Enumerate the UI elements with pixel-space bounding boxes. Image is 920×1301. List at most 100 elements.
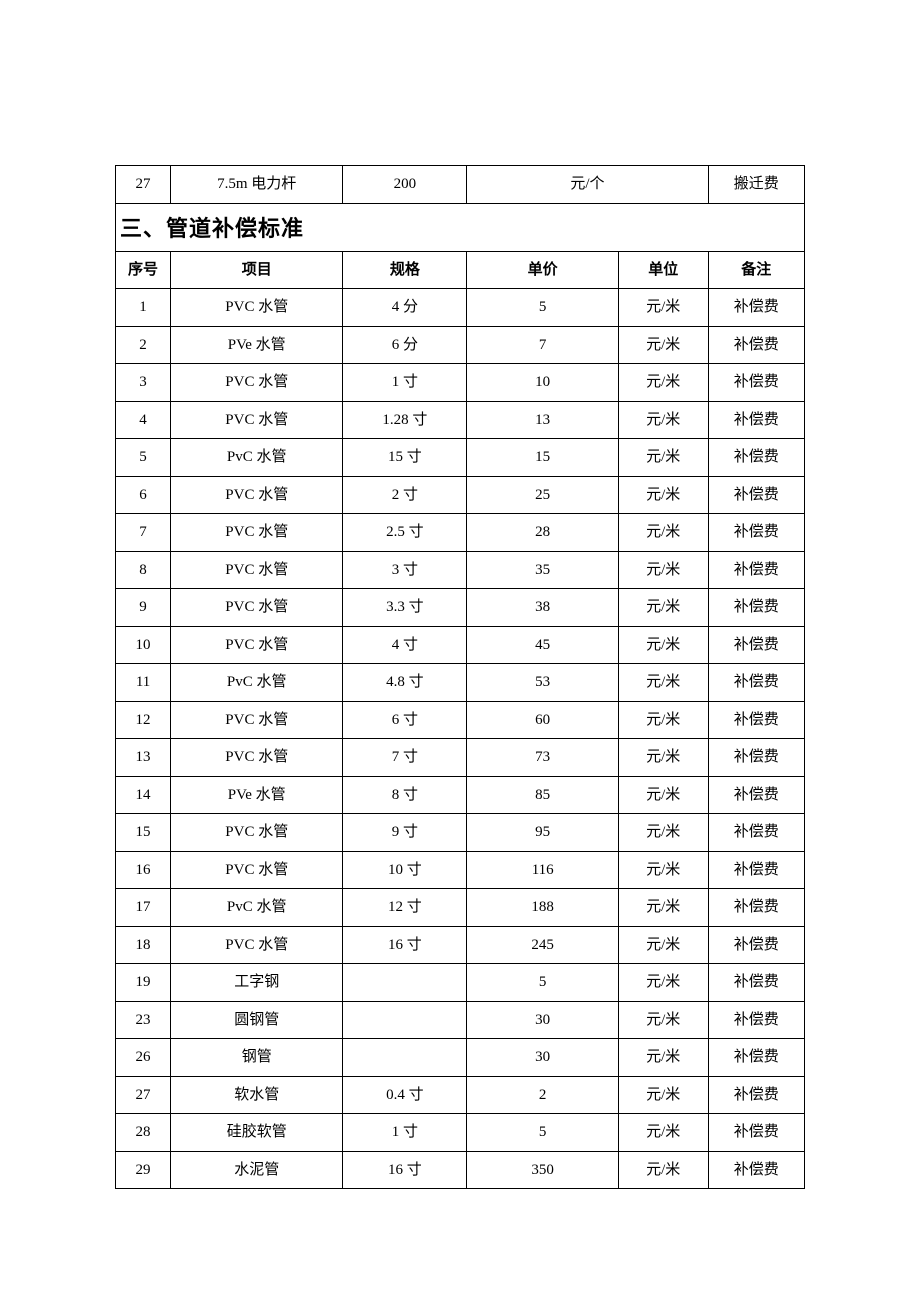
cell-spec: 200: [343, 166, 467, 204]
cell-note: 补偿费: [708, 1076, 804, 1114]
cell-item: PVC 水管: [171, 289, 343, 327]
cell-price: 35: [467, 551, 619, 589]
cell-spec: 1 寸: [343, 1114, 467, 1152]
cell-item: PVC 水管: [171, 739, 343, 777]
cell-price: 10: [467, 364, 619, 402]
cell-note: 补偿费: [708, 851, 804, 889]
section3-title-row: 三、管道补偿标准: [116, 203, 805, 251]
cell-item: PVC 水管: [171, 626, 343, 664]
cell-seq: 7: [116, 514, 171, 552]
table-row: 18PVC 水管16 寸245元/米补偿费: [116, 926, 805, 964]
cell-item: PVC 水管: [171, 851, 343, 889]
cell-unit: 元/米: [618, 664, 708, 702]
cell-spec: 16 寸: [343, 1151, 467, 1189]
cell-seq: 16: [116, 851, 171, 889]
cell-spec: 16 寸: [343, 926, 467, 964]
cell-spec: 4 寸: [343, 626, 467, 664]
table-row: 8PVC 水管3 寸35元/米补偿费: [116, 551, 805, 589]
cell-seq: 27: [116, 1076, 171, 1114]
cell-unit: 元/米: [618, 701, 708, 739]
cell-seq: 12: [116, 701, 171, 739]
cell-item: 7.5m 电力杆: [171, 166, 343, 204]
table-row: 26钢管 30元/米补偿费: [116, 1039, 805, 1077]
cell-note: 补偿费: [708, 739, 804, 777]
cell-note: 补偿费: [708, 964, 804, 1002]
cell-unit: 元/米: [618, 326, 708, 364]
table-row: 5PvC 水管15 寸15元/米补偿费: [116, 439, 805, 477]
cell-item: PVe 水管: [171, 776, 343, 814]
cell-seq: 23: [116, 1001, 171, 1039]
cell-unit: 元/米: [618, 1076, 708, 1114]
section3-body: 1PVC 水管4 分5元/米补偿费2PVe 水管6 分7元/米补偿费3PVC 水…: [116, 289, 805, 1189]
cell-price: 15: [467, 439, 619, 477]
cell-unit: 元/米: [618, 514, 708, 552]
cell-unit: 元/米: [618, 551, 708, 589]
cell-note: 补偿费: [708, 701, 804, 739]
cell-seq: 28: [116, 1114, 171, 1152]
cell-spec: 3.3 寸: [343, 589, 467, 627]
cell-seq: 9: [116, 589, 171, 627]
cell-item: PVC 水管: [171, 589, 343, 627]
section2-tail-row: 27 7.5m 电力杆 200 元/个 搬迁费: [116, 166, 805, 204]
cell-unit: 元/米: [618, 1001, 708, 1039]
cell-price: 28: [467, 514, 619, 552]
cell-price: 85: [467, 776, 619, 814]
cell-note: 补偿费: [708, 401, 804, 439]
cell-price: 30: [467, 1001, 619, 1039]
cell-item: PVC 水管: [171, 701, 343, 739]
cell-unit: 元/米: [618, 926, 708, 964]
section3-header-row: 序号 项目 规格 单价 单位 备注: [116, 251, 805, 289]
cell-note: 补偿费: [708, 889, 804, 927]
cell-item: 硅胶软管: [171, 1114, 343, 1152]
table-row: 13PVC 水管7 寸73元/米补偿费: [116, 739, 805, 777]
cell-note: 补偿费: [708, 476, 804, 514]
table-row: 11PvC 水管4.8 寸53元/米补偿费: [116, 664, 805, 702]
cell-price: 2: [467, 1076, 619, 1114]
cell-item: PVe 水管: [171, 326, 343, 364]
cell-item: 钢管: [171, 1039, 343, 1077]
cell-item: PVC 水管: [171, 514, 343, 552]
table-row: 27软水管0.4 寸2元/米补偿费: [116, 1076, 805, 1114]
cell-note: 补偿费: [708, 589, 804, 627]
cell-note-merged: 搬迁费: [708, 166, 804, 204]
cell-unit: 元/米: [618, 476, 708, 514]
cell-item: 圆钢管: [171, 1001, 343, 1039]
cell-seq: 6: [116, 476, 171, 514]
cell-spec: 2 寸: [343, 476, 467, 514]
cell-seq: 3: [116, 364, 171, 402]
header-item: 项目: [171, 251, 343, 289]
cell-seq: 26: [116, 1039, 171, 1077]
cell-item: PVC 水管: [171, 401, 343, 439]
cell-seq: 19: [116, 964, 171, 1002]
header-note: 备注: [708, 251, 804, 289]
cell-price: 30: [467, 1039, 619, 1077]
cell-unit: 元/米: [618, 401, 708, 439]
cell-spec: 3 寸: [343, 551, 467, 589]
cell-item: PvC 水管: [171, 439, 343, 477]
cell-note: 补偿费: [708, 1039, 804, 1077]
cell-item: PVC 水管: [171, 926, 343, 964]
section3-title: 三、管道补偿标准: [116, 203, 805, 251]
cell-price: 188: [467, 889, 619, 927]
cell-item: PVC 水管: [171, 364, 343, 402]
cell-price: 350: [467, 1151, 619, 1189]
table-row: 4PVC 水管1.28 寸13元/米补偿费: [116, 401, 805, 439]
cell-price: 38: [467, 589, 619, 627]
cell-spec: 1.28 寸: [343, 401, 467, 439]
cell-spec: 7 寸: [343, 739, 467, 777]
cell-unit: 元/米: [618, 1039, 708, 1077]
header-spec: 规格: [343, 251, 467, 289]
cell-price: 245: [467, 926, 619, 964]
cell-note: 补偿费: [708, 814, 804, 852]
cell-unit: 元/米: [618, 289, 708, 327]
cell-price: 7: [467, 326, 619, 364]
cell-spec: 6 分: [343, 326, 467, 364]
table-row: 6PVC 水管2 寸25元/米补偿费: [116, 476, 805, 514]
cell-seq: 2: [116, 326, 171, 364]
cell-item: PVC 水管: [171, 476, 343, 514]
cell-price-unit-merged: 元/个: [467, 166, 708, 204]
table-row: 17PvC 水管12 寸188元/米补偿费: [116, 889, 805, 927]
cell-note: 补偿费: [708, 1151, 804, 1189]
cell-item: 软水管: [171, 1076, 343, 1114]
table-row: 28硅胶软管1 寸5元/米补偿费: [116, 1114, 805, 1152]
